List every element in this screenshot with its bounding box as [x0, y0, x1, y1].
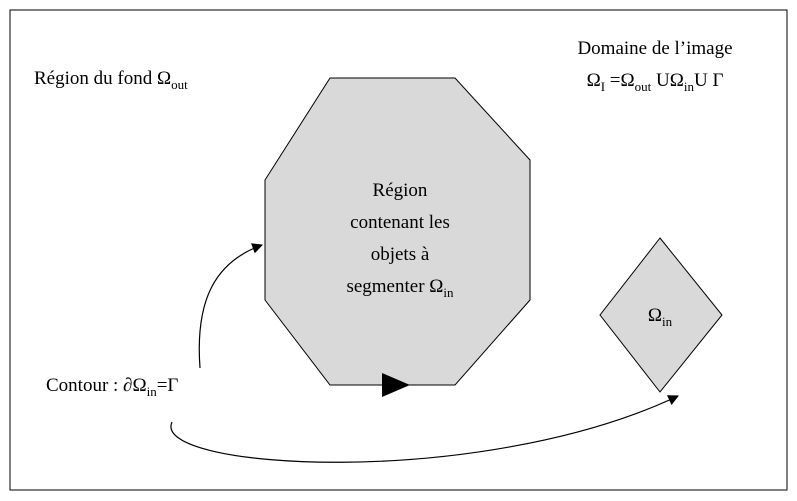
region-label: objets à [371, 244, 430, 265]
text: Région du fond Ω [34, 68, 171, 89]
text: segmenter Ω [346, 276, 443, 297]
arrow-to-octagon [198, 243, 264, 369]
region-label: Région [373, 180, 428, 201]
diamond-region [599, 237, 723, 393]
region-label: contenant les [350, 212, 450, 233]
subscript: in [684, 79, 695, 94]
text: Contour : ∂Ω [46, 375, 147, 396]
subscript: in [443, 285, 454, 300]
text: =Γ [157, 375, 179, 396]
region-label: segmenter Ωin [346, 276, 454, 300]
text: Domaine de l’image [577, 38, 732, 59]
text: contenant les [350, 212, 450, 233]
subscript: in [147, 384, 158, 399]
subscript: out [171, 77, 188, 92]
diamond-label: Ωin [648, 305, 673, 329]
subscript: in [662, 314, 673, 329]
subscript: out [635, 79, 652, 94]
octagon-region [264, 77, 531, 386]
text: UΩ [651, 70, 684, 91]
subscript: I [601, 79, 605, 94]
contour-arrow [382, 373, 410, 397]
domain-title: Domaine de l’image [577, 38, 732, 59]
text: U Γ [694, 70, 723, 91]
text: Ω [587, 70, 601, 91]
text: Ω [648, 305, 662, 326]
domain-formula: ΩI =Ωout UΩinU Γ [587, 70, 724, 94]
text: =Ω [605, 70, 635, 91]
arrow-to-diamond [170, 395, 679, 463]
text: objets à [371, 244, 430, 265]
background-label: Région du fond Ωout [34, 68, 188, 92]
text: Région [373, 180, 428, 201]
contour-label: Contour : ∂Ωin=Γ [46, 375, 178, 399]
